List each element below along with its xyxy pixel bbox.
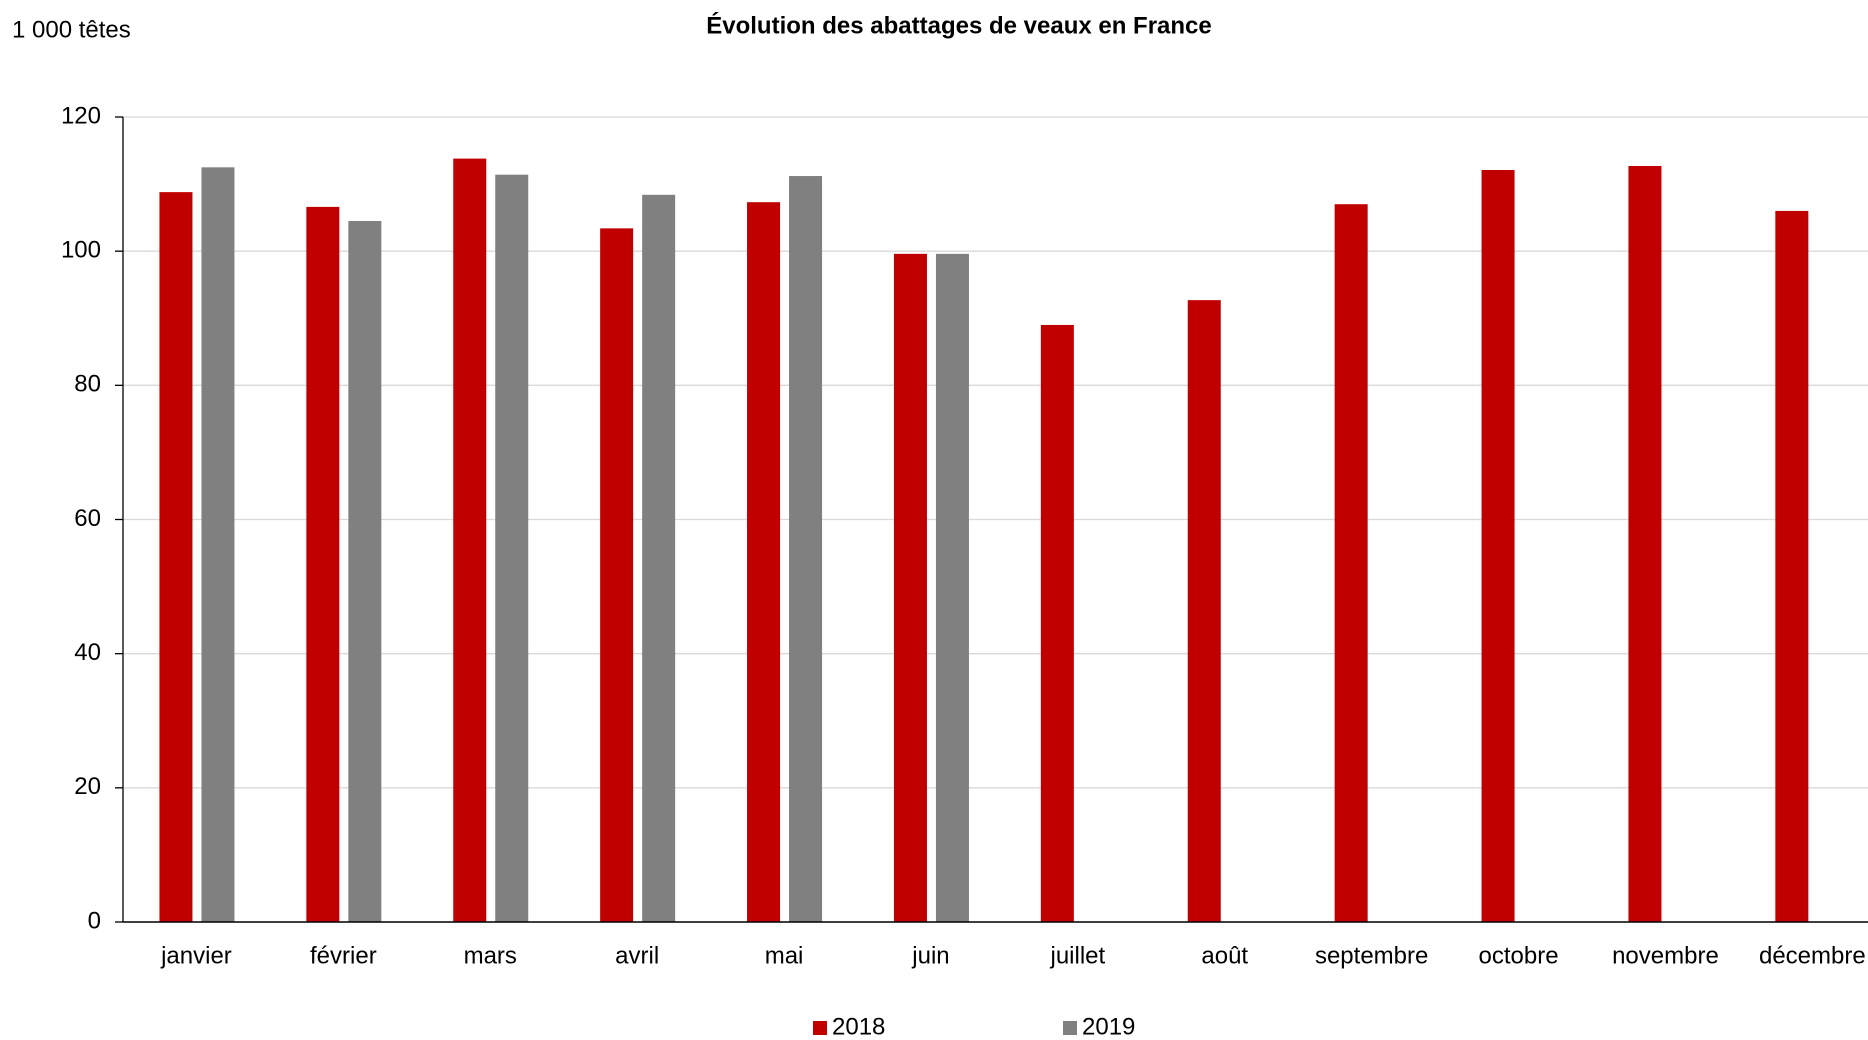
x-tick-label: octobre	[1479, 942, 1559, 969]
bar	[201, 167, 235, 922]
x-tick-label: décembre	[1759, 942, 1866, 969]
bar	[159, 192, 193, 923]
x-tick-label: février	[310, 942, 377, 969]
bar	[1040, 324, 1074, 922]
y-tick-label: 20	[74, 773, 101, 800]
legend-label: 2018	[832, 1013, 885, 1040]
bar	[1628, 165, 1662, 923]
bar	[495, 174, 529, 923]
y-tick-label: 60	[74, 505, 101, 532]
bar	[1481, 169, 1515, 922]
y-tick-label: 80	[74, 371, 101, 398]
x-tick-label: janvier	[160, 942, 232, 969]
x-tick-label: septembre	[1315, 942, 1428, 969]
y-axis-label: 1 000 têtes	[12, 16, 131, 43]
bar	[935, 253, 969, 923]
chart-title: Évolution des abattages de veaux en Fran…	[706, 11, 1212, 39]
x-tick-label: juillet	[1049, 942, 1105, 969]
x-tick-label: mars	[464, 942, 517, 969]
bar	[789, 176, 823, 923]
x-tick-label: août	[1201, 942, 1248, 969]
legend-label: 2019	[1082, 1013, 1135, 1040]
bar	[1775, 210, 1809, 922]
y-tick-label: 120	[61, 102, 101, 129]
x-tick-label: novembre	[1612, 942, 1719, 969]
x-tick-label: mai	[765, 942, 804, 969]
bar	[747, 202, 781, 923]
x-tick-label: avril	[615, 942, 659, 969]
bar	[348, 220, 382, 922]
bar	[1334, 204, 1368, 923]
bar	[306, 206, 340, 922]
y-tick-label: 0	[88, 907, 101, 934]
x-tick-label: juin	[911, 942, 949, 969]
legend-swatch	[813, 1021, 827, 1035]
bar	[453, 158, 487, 922]
y-tick-label: 40	[74, 639, 101, 666]
bar	[1187, 300, 1221, 922]
legend-swatch	[1063, 1021, 1077, 1035]
y-tick-label: 100	[61, 237, 101, 264]
bar	[600, 228, 634, 922]
bar	[642, 194, 676, 923]
bar	[893, 253, 927, 923]
